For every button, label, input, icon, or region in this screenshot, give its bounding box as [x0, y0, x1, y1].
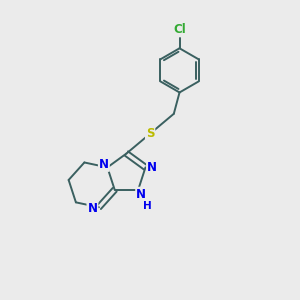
Text: S: S	[146, 127, 154, 140]
Text: H: H	[143, 201, 152, 211]
Text: N: N	[147, 161, 157, 174]
Text: Cl: Cl	[173, 23, 186, 36]
Text: N: N	[136, 188, 146, 201]
Text: N: N	[87, 202, 98, 215]
Text: N: N	[99, 158, 109, 171]
